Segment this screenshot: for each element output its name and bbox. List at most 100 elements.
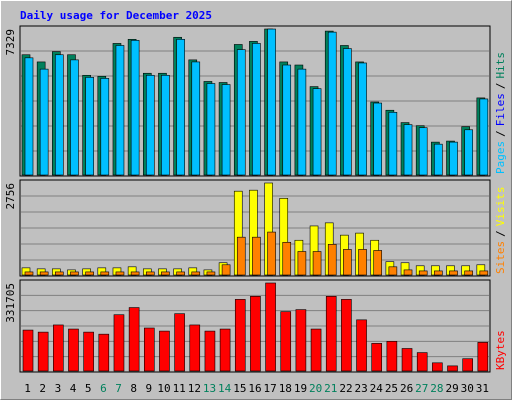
bar [128,307,140,372]
bar [130,271,140,276]
bar [403,124,413,176]
bar [161,74,170,176]
bar [176,39,185,176]
bar [358,62,367,176]
bar [388,266,398,276]
x-tick-label: 8 [130,382,137,395]
bar [343,249,352,276]
legend-separator: / [494,230,507,237]
bar [252,43,261,176]
bar [403,269,413,276]
bar [267,231,276,276]
x-tick-label: 2 [39,382,46,395]
x-tick-label: 6 [100,382,107,395]
bar [418,127,428,176]
bar [24,57,34,176]
legend-separator: / [494,83,507,90]
y-tick-label: 2756 [4,183,17,210]
x-tick-label: 30 [461,382,474,395]
legend-entry: Pages [494,141,507,174]
bar [386,341,398,372]
bar [464,270,473,276]
bar [70,271,79,276]
bar [449,270,458,276]
x-tick-label: 15 [233,382,246,395]
bar [265,282,276,372]
legend: KBytes [494,330,507,370]
bar [204,330,216,372]
bar [371,343,383,372]
bar [477,342,489,372]
bar [100,78,110,176]
bar [282,64,292,176]
bar [327,31,337,176]
bar [449,141,458,176]
bar [252,236,261,276]
x-tick-label: 16 [248,382,261,395]
bar [479,98,489,176]
chart-title: Daily usage for December 2025 [20,9,212,22]
x-tick-label: 14 [218,382,232,395]
bar [479,270,489,276]
bar [462,358,473,372]
legend-entry: Sites [494,241,507,274]
bar [358,249,367,276]
bar [130,40,140,176]
x-tick-label: 21 [324,382,337,395]
bar [24,271,34,276]
x-tick-label: 31 [476,382,489,395]
bar [85,271,94,276]
bar [250,296,261,372]
legend: Pages / Files / Hits [494,52,507,174]
bar [401,348,413,372]
bar [206,83,216,176]
x-tick-label: 10 [157,382,170,395]
x-tick-label: 5 [85,382,92,395]
bar [356,319,367,372]
x-tick-label: 24 [370,382,384,395]
bar [434,143,443,176]
x-tick-label: 22 [339,382,352,395]
bar [39,271,49,276]
bar [341,299,352,372]
bar [388,111,398,176]
bar [145,74,155,176]
bar [55,271,64,276]
x-tick-label: 20 [309,382,322,395]
x-tick-label: 17 [264,382,277,395]
legend-entry: KBytes [494,330,507,370]
bar [464,129,473,176]
bar [234,299,246,372]
bar [312,251,322,276]
x-tick-label: 3 [55,382,62,395]
bar [343,48,352,176]
bar [295,309,307,372]
bar [191,271,201,276]
x-tick-label: 23 [355,382,368,395]
bar [174,313,185,372]
legend-separator: / [494,130,507,137]
bar [418,270,428,276]
bar [68,328,79,372]
bar [161,271,170,276]
bar [39,68,49,176]
bar [189,324,201,372]
bar [100,271,110,276]
bar [83,331,94,372]
bar [191,61,201,176]
x-tick-label: 18 [279,382,292,395]
bar [113,314,125,372]
x-tick-label: 7 [115,382,122,395]
x-tick-label: 1 [24,382,31,395]
x-tick-label: 12 [188,382,201,395]
x-tick-label: 4 [70,382,77,395]
bar [236,49,246,176]
bar [206,271,216,276]
bar [434,270,443,276]
x-tick-label: 25 [385,382,398,395]
x-tick-label: 11 [173,382,186,395]
x-tick-label: 29 [445,382,458,395]
bar [53,324,64,372]
